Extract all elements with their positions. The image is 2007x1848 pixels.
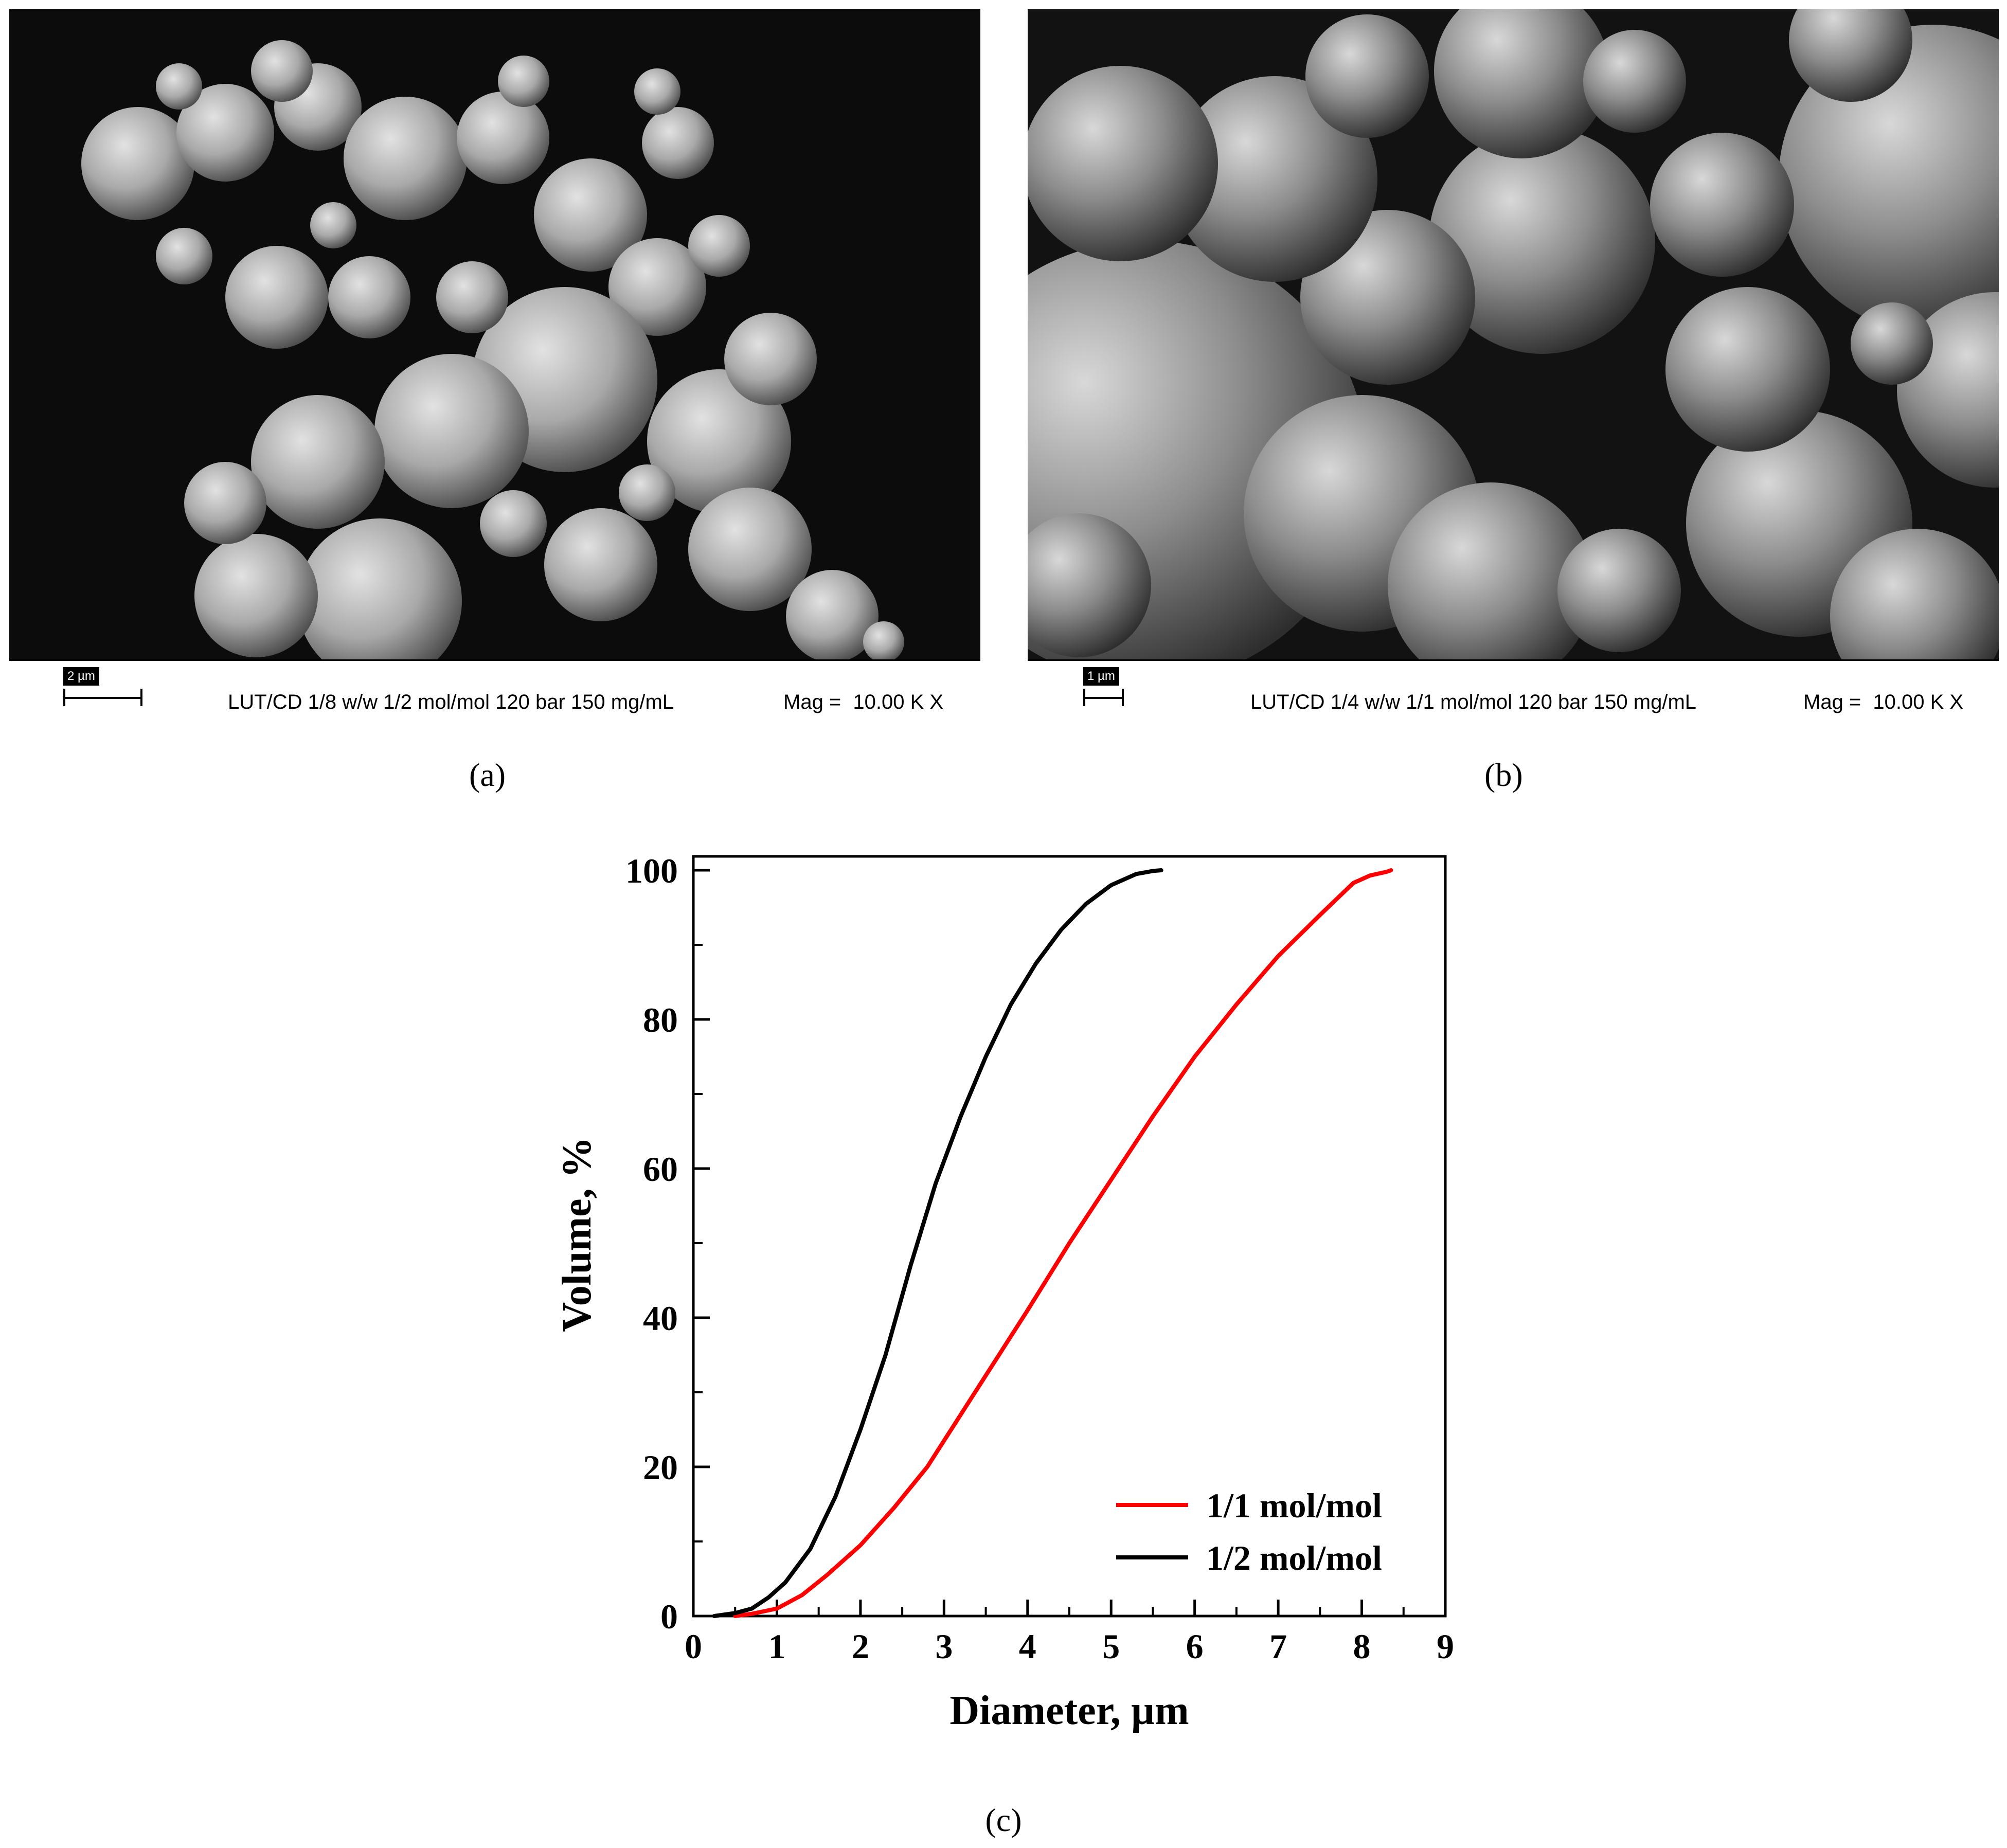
panel-label-a: (a)	[469, 757, 506, 793]
y-tick-label-80: 80	[643, 1000, 678, 1039]
mag-value-a: 10.00 K X	[853, 691, 944, 713]
magnification-b: Mag = 10.00 K X	[1803, 691, 1963, 714]
y-tick-label-40: 40	[643, 1299, 678, 1338]
legend: 1/1 mol/mol 1/2 mol/mol	[1116, 1486, 1382, 1577]
x-tick-label-3: 3	[935, 1627, 953, 1666]
x-tick-label-4: 4	[1019, 1627, 1036, 1666]
panel-label-c: (c)	[985, 1802, 1022, 1838]
x-tick-label-0: 0	[685, 1627, 702, 1666]
mag-value-b: 10.00 K X	[1873, 691, 1964, 713]
sem-databar-b: 1 µm LUT/CD 1/4 w/w 1/1 mol/mol 120 bar …	[1028, 659, 1999, 737]
mag-label-b: Mag =	[1803, 691, 1861, 713]
y-tick-label-60: 60	[643, 1150, 678, 1189]
y-tick-label-100: 100	[625, 851, 678, 890]
series-line-2	[712, 868, 1163, 1618]
scale-bar-b	[1083, 697, 1122, 699]
scale-bar-tick-right-b	[1122, 689, 1124, 706]
x-tick-label-8: 8	[1353, 1627, 1371, 1666]
sample-description-b: LUT/CD 1/4 w/w 1/1 mol/mol 120 bar 150 m…	[1250, 691, 1697, 713]
sem-image-a: 2 µm LUT/CD 1/8 w/w 1/2 mol/mol 120 bar …	[9, 9, 980, 737]
x-tick-label-2: 2	[852, 1627, 869, 1666]
x-tick-label-7: 7	[1269, 1627, 1287, 1666]
scale-bar-a	[63, 697, 140, 699]
series-line-1	[733, 868, 1393, 1618]
magnification-a: Mag = 10.00 K X	[783, 691, 943, 714]
mag-label-a: Mag =	[783, 691, 841, 713]
x-tick-label-1: 1	[768, 1627, 785, 1666]
series-layer	[712, 868, 1393, 1618]
sem-image-b: 1 µm LUT/CD 1/4 w/w 1/1 mol/mol 120 bar …	[1028, 9, 1999, 737]
panel-label-b: (b)	[1484, 757, 1523, 793]
sem-particles-a	[9, 9, 980, 659]
x-tick-label-6: 6	[1186, 1627, 1204, 1666]
sem-databar-a: 2 µm LUT/CD 1/8 w/w 1/2 mol/mol 120 bar …	[9, 659, 980, 737]
x-axis-title: Diameter, µm	[949, 1688, 1189, 1733]
sample-description-a: LUT/CD 1/8 w/w 1/2 mol/mol 120 bar 150 m…	[228, 691, 674, 713]
x-tick-label-9: 9	[1437, 1627, 1454, 1666]
y-tick-label-0: 0	[660, 1597, 678, 1636]
axes-layer: 0 1 2 3 4 5 6 7 8 9 0 20 40 60 80 100	[625, 851, 1454, 1666]
scale-bar-label-b: 1 µm	[1083, 667, 1119, 686]
legend-label-1-2: 1/2 mol/mol	[1206, 1538, 1382, 1577]
x-tick-label-5: 5	[1102, 1627, 1120, 1666]
sem-particles-b	[1028, 9, 1999, 659]
legend-label-1-1: 1/1 mol/mol	[1206, 1486, 1382, 1525]
scale-bar-label-a: 2 µm	[63, 667, 99, 686]
scale-bar-tick-right-a	[140, 689, 142, 706]
y-tick-label-20: 20	[643, 1448, 678, 1487]
y-axis-title: Volume, %	[554, 1137, 600, 1332]
